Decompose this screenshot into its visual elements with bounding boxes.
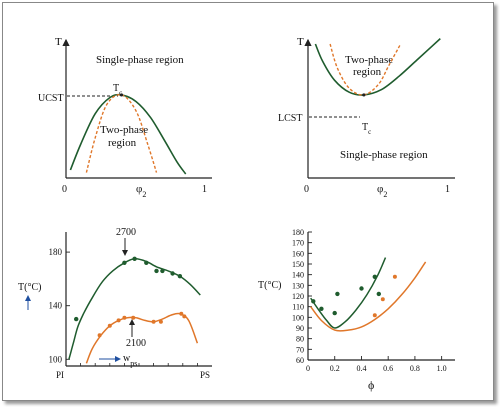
x-tick-ps: PS [200,370,210,380]
green-data-point [177,274,183,279]
green-data-point [74,316,79,322]
green-data-point [311,299,316,304]
figure-frame [2,2,494,401]
x-ticks [80,363,198,366]
orange-data-point [107,323,112,328]
orange-data-point [151,319,156,324]
y-axis-label: T(°C) [258,280,281,291]
binodal-curve [69,93,187,175]
y-tick-label: 180 [49,247,63,257]
two-phase-label-2: region [353,66,382,78]
orange-data-point [158,319,163,324]
y-tick-label: 160 [292,249,304,258]
y-tick-label: 70 [296,345,304,354]
orange-data-point [182,314,187,319]
y-tick-label: 180 [292,228,304,237]
y-tick-label: 100 [49,354,63,364]
y-tick-label: 120 [292,292,304,301]
y-tick-label: 170 [292,239,304,248]
panel-ucst: T 0 1 φ2 Single-phase region UCST Tc Two… [38,36,212,199]
tc-label: Tc [113,83,122,97]
x-tick-1: 1 [202,184,207,195]
two-phase-label-2: region [108,137,137,149]
orange-data-point [131,315,136,320]
x-ticks: 0 0.2 0.4 0.6 0.8 1.0 [306,356,447,373]
x-axis-label: wps [123,353,137,368]
y-tick-label: 90 [296,324,304,333]
y-tick-label: 60 [296,356,304,365]
label-2700: 2700 [116,227,136,238]
x-tick-label: 0.4 [356,364,366,373]
orange-data-point [380,297,385,302]
x-tick-label: 0.6 [383,364,393,373]
y-tick-label: 150 [292,260,304,269]
y-tick-label: 130 [292,281,304,290]
green-data-point [144,260,149,265]
orange-data-point [392,274,397,279]
green-data-point [359,286,364,291]
x-tick-label: 1.0 [437,364,447,373]
spinodal-curve [85,94,158,173]
two-phase-label-1: Two-phase [345,54,393,66]
y-tick-label: 80 [296,335,304,344]
green-curve [310,257,387,329]
binodal-curve [314,38,441,96]
curve-2100 [85,312,199,364]
green-data-point [160,268,165,274]
green-data-point [332,310,337,316]
orange-data-point [97,333,102,338]
ucst-label: UCST [38,93,64,104]
orange-data-point [372,313,377,318]
y-axis-label: T [55,36,62,48]
x-tick-1: 1 [445,184,450,195]
x-tick-0: 0 [304,184,309,195]
green-data-point [122,260,127,265]
panel-lcst: T 0 1 φ2 Single-phase region LCST Tc Two… [278,36,455,199]
x-tick-0: 0 [62,184,67,195]
y-axis-label: T(°C) [18,282,41,293]
y-tick-label: 100 [292,313,304,322]
green-data-point [170,271,175,276]
y-tick-label: 110 [292,303,304,312]
single-phase-label: Single-phase region [96,54,184,66]
x-tick-label: 0.8 [410,364,420,373]
panel-cloud-point: 100 140 180 T(°C) PI PS wps 2700 2100 [18,227,212,380]
data-markers [74,256,187,338]
x-tick-label: 0.2 [330,364,340,373]
x-axis-label: φ2 [377,183,387,199]
x-tick-label: 0 [306,364,310,373]
y-axis-label: T [297,36,304,48]
y-tick-label: 140 [49,301,63,311]
green-data-point [132,256,137,261]
x-axis-label: ϕ [368,378,374,392]
y-tick-label: 140 [292,271,304,280]
orange-curve [310,261,427,332]
two-phase-label-1: Two-phase [100,124,148,136]
lcst-label: LCST [278,113,302,124]
tc-label: Tc [362,122,371,136]
critical-point [362,93,366,97]
single-phase-label: Single-phase region [340,149,428,161]
green-data-point [319,306,324,311]
green-data-point [372,274,377,279]
critical-point [119,93,124,97]
x-axis-label: φ2 [136,183,146,199]
data-markers [311,274,397,318]
label-2100: 2100 [126,338,146,349]
y-ticks: 100 140 180 [49,247,70,364]
orange-data-point [116,318,121,323]
green-data-point [376,291,381,297]
orange-data-point [179,311,184,316]
x-tick-pi: PI [56,370,64,380]
green-data-point [154,268,159,274]
orange-data-point [122,315,127,320]
green-data-point [335,291,340,297]
